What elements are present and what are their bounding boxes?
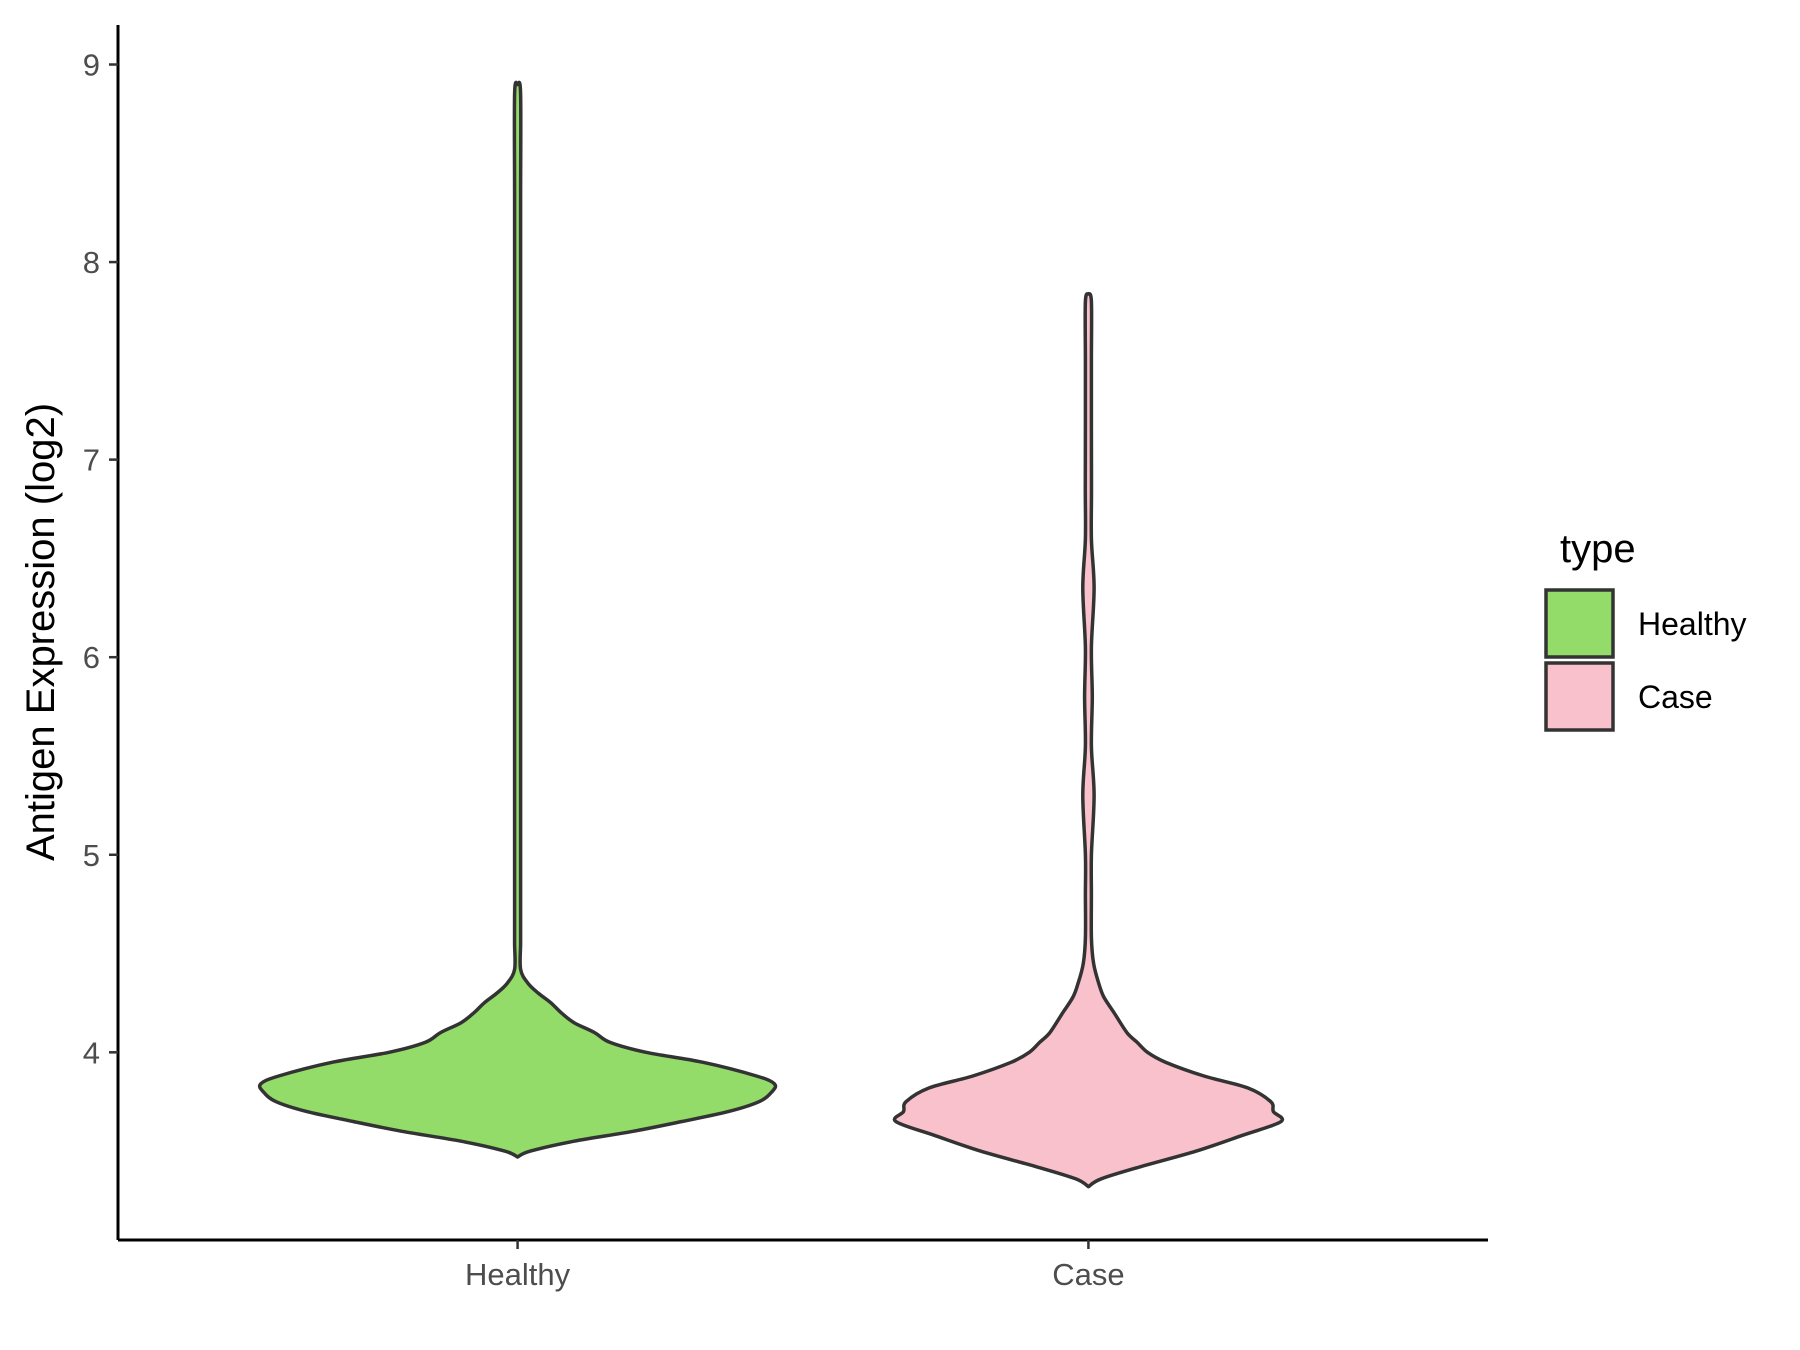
legend-label: Healthy	[1638, 606, 1747, 642]
y-tick-label: 6	[83, 640, 100, 675]
y-tick-label: 4	[83, 1035, 100, 1070]
legend: type Healthy Case	[1544, 527, 1747, 732]
legend-label: Case	[1638, 679, 1713, 715]
legend-entries: Healthy Case	[1544, 588, 1747, 732]
y-axis-title: Antigen Expression (log2)	[19, 403, 63, 861]
legend-key-case	[1544, 661, 1615, 732]
legend-title: type	[1560, 527, 1636, 571]
y-tick-label: 7	[83, 443, 100, 478]
y-tick-label: 9	[83, 48, 100, 83]
x-tick-label: Healthy	[465, 1257, 571, 1292]
x-tick-label: Case	[1052, 1257, 1124, 1292]
x-axis-ticks: Healthy Case	[465, 1240, 1125, 1292]
y-tick-label: 5	[83, 838, 100, 873]
plot-area: 4 5 6 7 8 9 Healthy Case	[83, 25, 1488, 1292]
violin-case	[892, 291, 1285, 1189]
legend-key-healthy	[1544, 588, 1615, 659]
y-axis-ticks: 4 5 6 7 8 9	[83, 48, 118, 1070]
y-tick-label: 8	[83, 245, 100, 280]
violin-healthy	[257, 80, 778, 1159]
violin-layer	[257, 80, 1285, 1189]
